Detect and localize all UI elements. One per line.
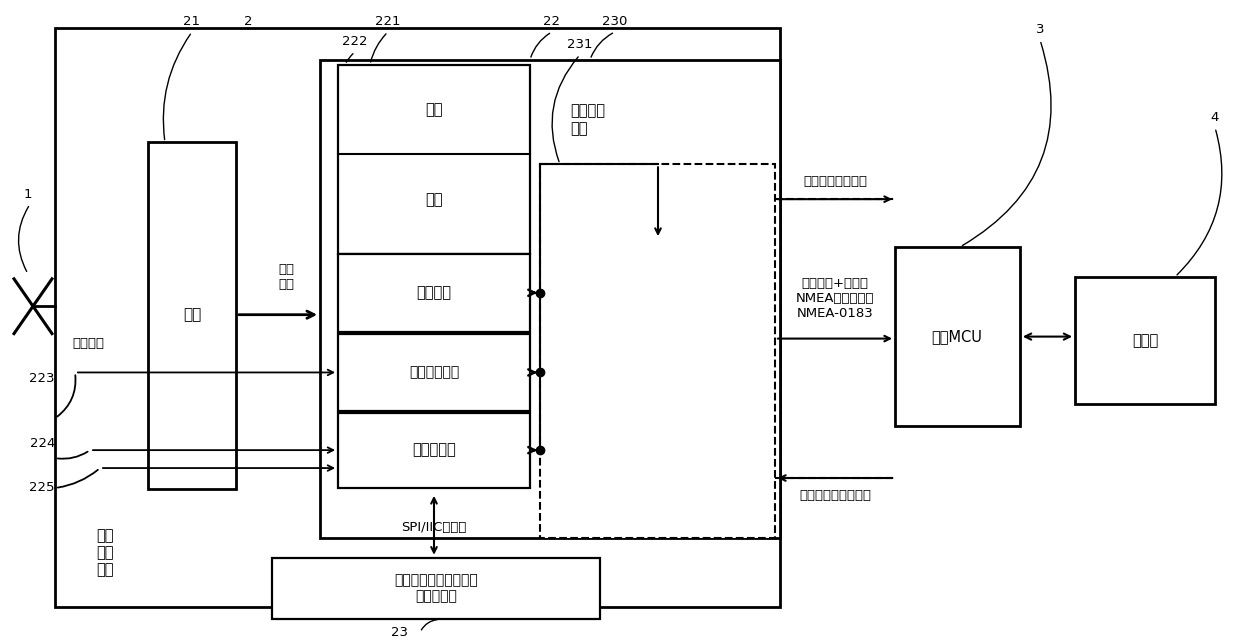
Text: 3: 3: [1035, 24, 1044, 36]
Text: 导航
接收
模块: 导航 接收 模块: [97, 528, 114, 578]
Text: 传感器数据使能信号: 传感器数据使能信号: [799, 490, 870, 502]
Bar: [1075, 277, 1215, 404]
Bar: [339, 333, 529, 412]
Text: 230: 230: [603, 15, 627, 28]
Text: 传感器数据: 传感器数据: [412, 443, 456, 458]
Text: 231: 231: [567, 38, 593, 51]
Bar: [339, 413, 529, 488]
Text: 导航报文+自定义
NMEA传感器信息
NMEA-0183: 导航报文+自定义 NMEA传感器信息 NMEA-0183: [796, 277, 874, 320]
Text: 速度、加速度、方向等
传感器单元: 速度、加速度、方向等 传感器单元: [394, 573, 477, 604]
Text: 用户MCU: 用户MCU: [931, 329, 982, 344]
Bar: [272, 557, 600, 620]
Bar: [320, 60, 780, 538]
Text: 224: 224: [30, 436, 55, 450]
Text: 跟踪: 跟踪: [425, 191, 443, 207]
Bar: [339, 65, 529, 254]
Text: 23: 23: [392, 626, 408, 639]
Text: 天线输入: 天线输入: [72, 337, 104, 350]
Bar: [148, 143, 236, 489]
Text: 捕获: 捕获: [425, 102, 443, 117]
Text: 惯性导航推算: 惯性导航推算: [409, 365, 459, 380]
Bar: [539, 164, 775, 538]
Text: 22: 22: [543, 15, 560, 28]
Bar: [55, 28, 780, 607]
Text: 223: 223: [30, 372, 55, 385]
Text: 中频
信号: 中频 信号: [278, 263, 294, 291]
Bar: [339, 254, 529, 332]
Text: 射频: 射频: [182, 307, 201, 322]
Text: 客户端: 客户端: [1132, 333, 1158, 348]
Text: 4: 4: [1210, 111, 1219, 124]
Text: 2: 2: [244, 15, 252, 28]
Text: 21: 21: [184, 15, 201, 28]
Text: 225: 225: [30, 481, 55, 495]
Text: 惯性导航使能信号: 惯性导航使能信号: [804, 175, 867, 188]
Text: 1: 1: [24, 188, 32, 201]
Bar: [895, 247, 1021, 426]
Text: SPI/IIC等接口: SPI/IIC等接口: [402, 522, 466, 534]
Text: 基带处理
单元: 基带处理 单元: [570, 103, 605, 136]
Text: 定位解算: 定位解算: [417, 285, 451, 300]
Text: 222: 222: [342, 35, 368, 49]
Text: 221: 221: [376, 15, 401, 28]
